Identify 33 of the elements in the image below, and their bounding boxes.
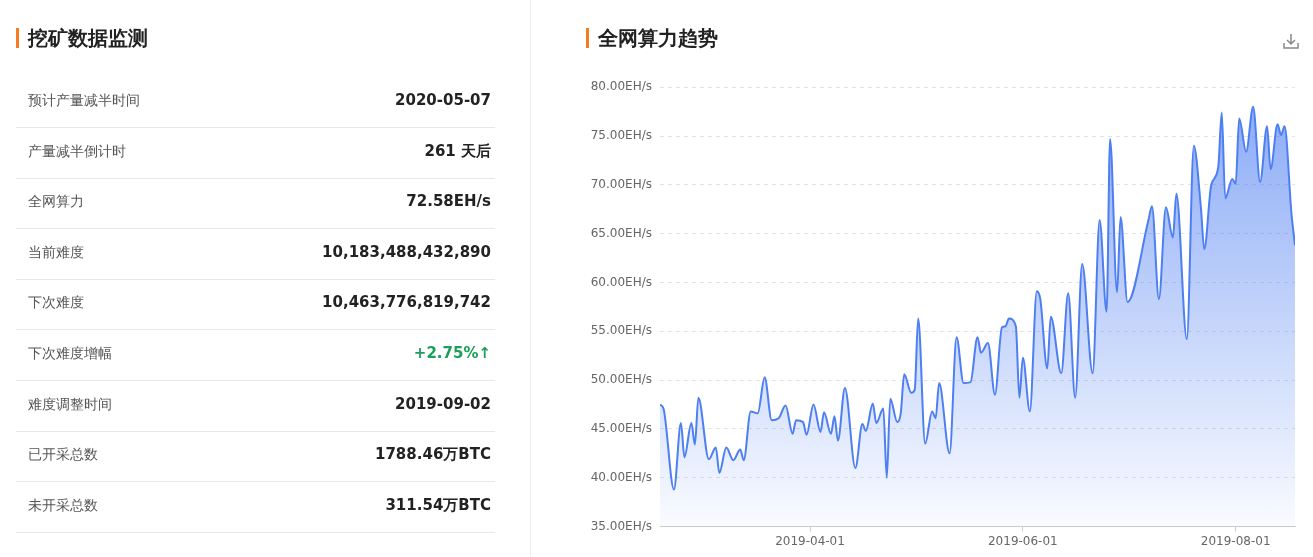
text: 311.54万BTC [385,495,491,514]
category-label: 产量减半倒计时 [28,142,126,161]
category-label: 全网算力 [28,193,84,212]
y-tick-label: 40.00EH/s [590,469,652,484]
text: 1788.46万BTC [375,445,491,464]
category-label: 预计产量减半时间 [28,92,140,110]
y-tick-label: 45.00EH/s [590,421,652,436]
y-tick-label: 80.00EH/s [590,79,652,94]
y-tick-label: 55.00EH/s [590,323,652,338]
category-label: 难度调整时间 [28,395,112,414]
text: 2020-05-07 [395,91,491,109]
text: 2019-09-02 [395,394,491,413]
category-label: 未开采总数 [28,496,98,515]
text: 72.58EH/s [406,192,491,211]
text: 261 天后 [424,141,491,160]
text: 挖矿数据监测 [28,25,148,52]
text: +2.75%↑ [413,344,491,362]
y-tick-label: 70.00EH/s [590,176,652,191]
category-label: 当前难度 [28,243,84,262]
category-label: 下次难度增幅 [28,345,112,363]
x-tick-label: 2019-06-01 [987,533,1058,548]
text: 10,463,776,819,742 [322,293,491,312]
y-tick-label: 35.00EH/s [590,518,652,533]
category-label: 下次难度 [28,294,84,313]
text: 10,183,488,432,890 [322,242,491,261]
x-tick-label: 2019-04-01 [775,533,845,548]
y-tick-label: 60.00EH/s [590,274,652,289]
x-tick-label: 2019-08-01 [1200,533,1271,548]
category-label: 已开采总数 [28,446,98,465]
y-tick-label: 50.00EH/s [590,372,652,387]
chart-title: 全网算力趋势 [598,25,718,52]
y-tick-label: 75.00EH/s [590,128,652,143]
y-tick-label: 65.00EH/s [590,225,652,240]
